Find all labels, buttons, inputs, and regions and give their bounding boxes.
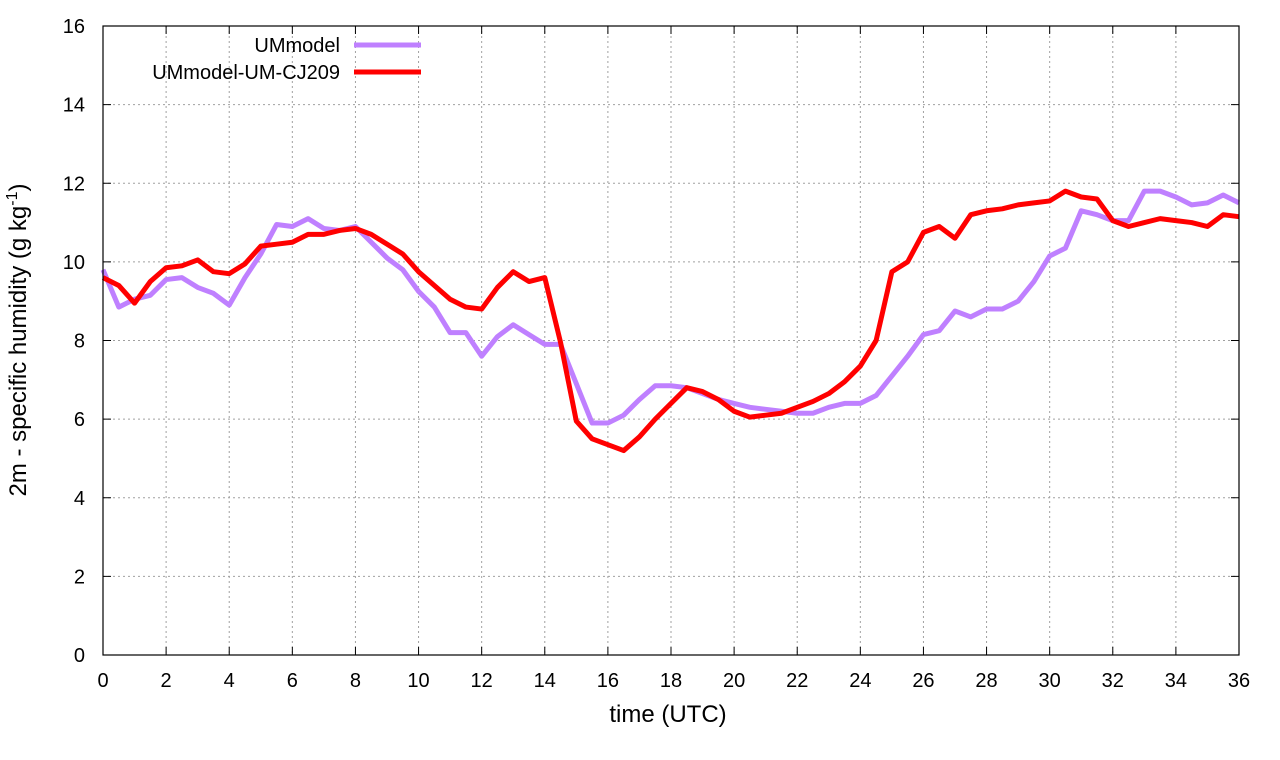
x-axis-title: time (UTC) (609, 701, 726, 728)
x-tick-label: 14 (534, 670, 556, 692)
x-tick-label: 4 (224, 670, 235, 692)
series-layer (100, 188, 1241, 454)
x-tick-label: 2 (161, 670, 172, 692)
x-tick-label: 0 (97, 670, 108, 692)
y-tick-label: 14 (63, 95, 85, 117)
y-axis-title-main: 2m - specific humidity (g kg (5, 206, 32, 497)
x-tick-label: 34 (1165, 670, 1187, 692)
x-tick-label: 24 (849, 670, 871, 692)
grid (103, 26, 1239, 655)
y-axis-title-superscript: -1 (4, 191, 21, 205)
series-line-2 (101, 188, 1240, 454)
legend-label-2: UMmodel-UM-CJ209 (152, 62, 340, 84)
x-tick-label: 28 (975, 670, 997, 692)
y-tick-label: 8 (74, 331, 85, 353)
y-tick-label: 0 (74, 645, 85, 667)
legend-label-1: UMmodel (254, 35, 340, 57)
legend: UMmodel UMmodel-UM-CJ209 (152, 35, 421, 84)
x-tick-label: 32 (1102, 670, 1124, 692)
x-tick-label: 36 (1228, 670, 1250, 692)
x-tick-label: 8 (350, 670, 361, 692)
x-tick-label: 18 (660, 670, 682, 692)
y-tick-label: 2 (74, 566, 85, 588)
y-axis-title: 2m - specific humidity (g kg-1) (4, 184, 32, 497)
axis-ticks: 0 2 4 6 8 10 12 14 16 18 20 22 24 26 28 30 32 34 360246810… (63, 16, 1250, 692)
x-tick-label: 6 (287, 670, 298, 692)
y-tick-label: 4 (74, 488, 85, 510)
x-tick-label: 20 (723, 670, 745, 692)
x-tick-label: 22 (786, 670, 808, 692)
y-tick-label: 6 (74, 409, 85, 431)
x-tick-label: 12 (471, 670, 493, 692)
y-tick-label: 12 (63, 173, 85, 195)
series-line-1 (100, 188, 1241, 426)
y-tick-label: 16 (63, 16, 85, 38)
x-tick-label: 10 (407, 670, 429, 692)
y-tick-label: 10 (63, 252, 85, 274)
x-tick-label: 30 (1039, 670, 1061, 692)
y-axis-title-tail: ) (5, 184, 32, 192)
x-tick-label: 26 (912, 670, 934, 692)
x-tick-label: 16 (597, 670, 619, 692)
